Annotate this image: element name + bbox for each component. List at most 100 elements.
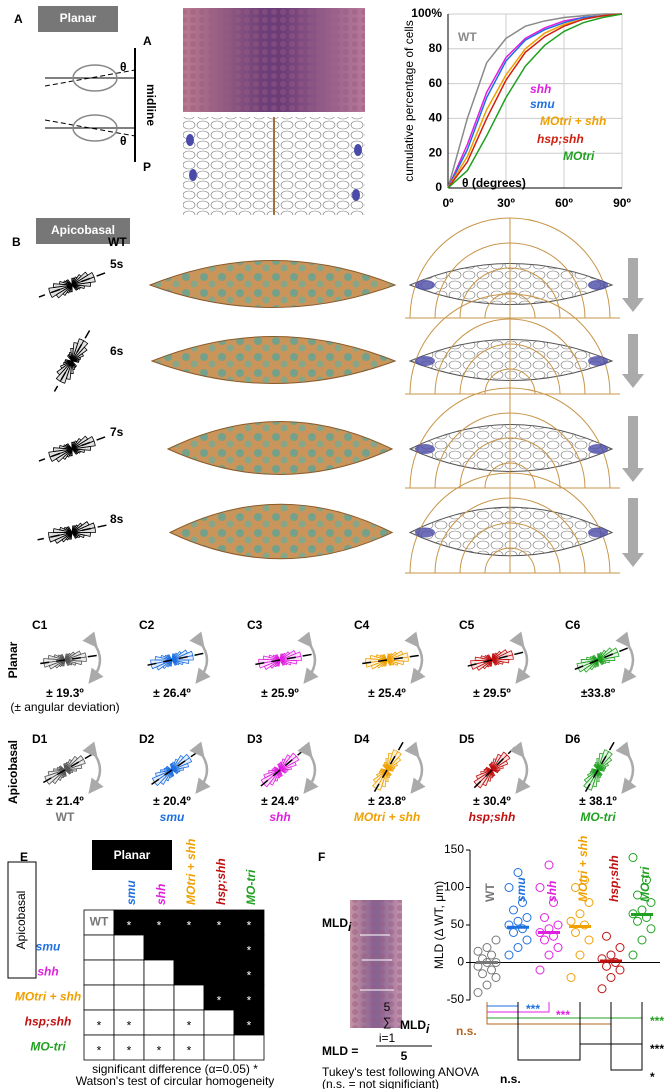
- significance-label: *: [650, 1070, 655, 1084]
- matrix-cell: [203, 909, 235, 936]
- significance-star: *: [247, 944, 252, 958]
- rose-wedge: [70, 360, 74, 374]
- rose-wedge: [386, 752, 393, 771]
- matrix-cell: [143, 934, 175, 961]
- genotype-label: shh: [269, 810, 290, 824]
- rose-wedge: [70, 284, 73, 293]
- deviation-label: ± 21.4º: [46, 794, 84, 808]
- genotype-label: MOtri + shh: [354, 810, 420, 824]
- rose-wedge: [279, 752, 297, 771]
- rose-wedge: [269, 769, 281, 786]
- stage-label: 6s: [110, 344, 124, 358]
- column-label: MO-tri: [244, 869, 258, 905]
- rose-wedge: [593, 764, 599, 771]
- cell-highlight: [354, 144, 362, 156]
- matrix-cell: [173, 984, 205, 1011]
- data-point: [473, 946, 483, 956]
- rose-wedge: [491, 758, 497, 771]
- y-tick-label: 50: [451, 917, 465, 931]
- series-line: [447, 13, 622, 189]
- significance-label: ***: [650, 1042, 664, 1056]
- rose-wedge: [71, 277, 74, 286]
- data-point: [482, 943, 492, 952]
- y-tick-label: 80: [429, 41, 443, 55]
- legend-entry: smu: [530, 97, 555, 111]
- data-point: [646, 898, 656, 907]
- rose-wedge: [487, 769, 493, 782]
- y-tick-label: -50: [447, 992, 465, 1006]
- matrix-cell: [113, 959, 145, 986]
- y-tick-label: 150: [444, 842, 464, 856]
- rose-axis: [460, 651, 524, 669]
- formula: i=1: [379, 1031, 396, 1045]
- rose-axis: [38, 436, 106, 462]
- deviation-label: ± 26.4º: [153, 686, 191, 700]
- matrix-cell: [83, 909, 115, 936]
- significance-star: *: [97, 1019, 102, 1033]
- data-point: [544, 950, 554, 960]
- data-point: [571, 883, 580, 892]
- rose-wedge: [169, 763, 173, 771]
- row-label: hsp;shh: [25, 1015, 72, 1029]
- rose-wedge: [491, 751, 508, 771]
- rose-wedge: [597, 653, 600, 661]
- cell-outline: [72, 64, 118, 92]
- rose-wedge: [64, 653, 68, 661]
- tag-label: Planar: [60, 11, 97, 25]
- rose-wedge: [385, 769, 389, 782]
- matrix-cell: [173, 1009, 205, 1036]
- significance-label: ***: [526, 1002, 540, 1016]
- data-point: [540, 913, 549, 922]
- panel-label: D2: [139, 732, 155, 746]
- rose-wedge: [71, 441, 74, 450]
- significance-star: *: [127, 1019, 132, 1033]
- rose-wedge: [62, 659, 66, 667]
- rose-wedge: [597, 769, 603, 776]
- test-label: (n.s. = not significiant): [322, 1077, 439, 1089]
- panel-letter: E: [20, 850, 28, 864]
- data-point: [522, 913, 532, 922]
- data-point: [584, 898, 594, 907]
- data-point: [513, 943, 523, 952]
- micrograph: [168, 503, 394, 560]
- matrix-cell: [143, 1034, 175, 1061]
- tag-box: [38, 6, 118, 32]
- matrix-cell: [173, 959, 205, 986]
- data-point: [513, 868, 523, 877]
- formula: i: [426, 1022, 430, 1036]
- panel-label: D4: [354, 732, 370, 746]
- matrix-cell: [233, 934, 265, 961]
- tag-label: Apicobasal: [51, 223, 115, 237]
- rose-wedge: [57, 769, 66, 781]
- data-point: [575, 909, 585, 919]
- deviation-label: ± 19.3º: [46, 686, 84, 700]
- series-line: [447, 13, 623, 189]
- rose-wedge: [165, 769, 173, 782]
- rose-wedge: [159, 769, 173, 785]
- data-point: [602, 931, 611, 941]
- significance-star: *: [217, 994, 222, 1008]
- legend-entry: hsp;shh: [537, 132, 584, 146]
- stage-label: 5s: [110, 257, 124, 271]
- data-point: [487, 950, 496, 960]
- x-tick-label: 30º: [497, 196, 515, 210]
- significance-bracket: [610, 1002, 643, 1071]
- genotype-label: smu: [160, 810, 185, 824]
- row-label: smu: [36, 940, 61, 954]
- rose-wedge: [491, 653, 495, 661]
- rose-wedge: [171, 755, 185, 771]
- rose-wedge: [169, 659, 173, 667]
- rose-axis: [468, 746, 516, 794]
- data-point: [553, 920, 563, 930]
- tag-box: [92, 840, 172, 870]
- direction-arrow: [622, 498, 644, 567]
- cell-highlight: [415, 527, 435, 538]
- data-point: [478, 969, 487, 979]
- deviation-label: ± 23.8º: [368, 794, 406, 808]
- rose-wedge: [596, 659, 599, 667]
- rotation-arrow: [189, 631, 211, 684]
- rose-wedge: [171, 769, 175, 777]
- significance-star: *: [97, 1044, 102, 1058]
- rose-wedge: [592, 769, 599, 788]
